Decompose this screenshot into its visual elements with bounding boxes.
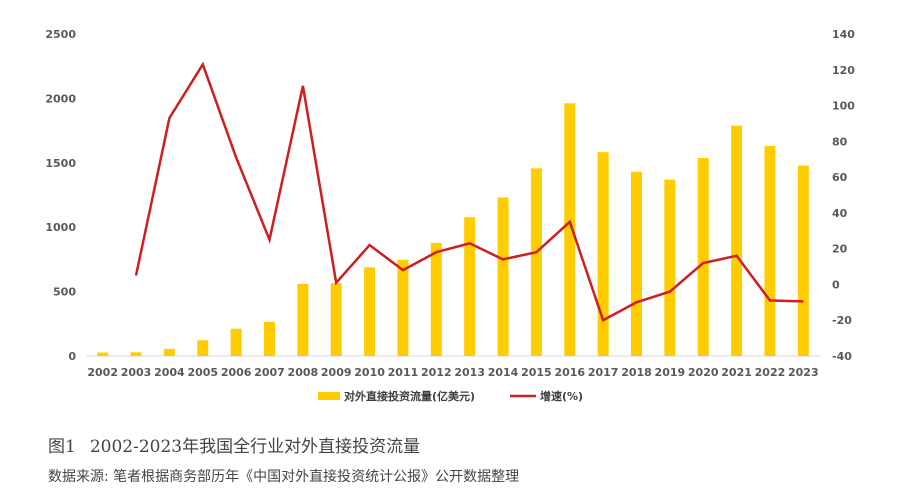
bar (564, 103, 576, 356)
bar (797, 165, 809, 356)
y-right-tick-label: 20 (832, 243, 848, 256)
bar (664, 179, 676, 356)
y-right-tick-label: 60 (832, 171, 848, 184)
bar (163, 348, 175, 356)
y-right-tick-label: 40 (832, 207, 848, 220)
chart: 0 500 1000 1500 2000 2500 -40 -20 0 20 40 60 80 100 12… (45, 28, 855, 403)
growth-line (134, 61, 804, 322)
bar (130, 352, 142, 356)
x-tick-label: 2007 (254, 366, 285, 379)
y-right-tick-label: 0 (832, 278, 840, 291)
x-tick-label: 2016 (554, 366, 585, 379)
x-tick-label: 2019 (655, 366, 686, 379)
x-tick-label: 2018 (621, 366, 652, 379)
y-right-tick-label: 100 (832, 100, 855, 113)
x-tick-label: 2012 (421, 366, 452, 379)
y-right-tick-label: -20 (832, 314, 852, 327)
bar (497, 197, 509, 356)
legend-label: 对外直接投资流量(亿美元) (344, 389, 475, 403)
y-left-tick-label: 500 (53, 286, 76, 299)
bar (731, 125, 743, 356)
figure-number: 图1 (48, 437, 76, 457)
bar (297, 284, 309, 356)
bar (264, 321, 275, 356)
x-tick-label: 2021 (721, 366, 752, 379)
x-tick-label: 2009 (321, 366, 352, 379)
y-right-tick-label: 140 (832, 28, 855, 41)
bar (197, 340, 209, 356)
x-tick-label: 2013 (454, 366, 485, 379)
y-left-tick-label: 2000 (45, 92, 76, 105)
bar (697, 158, 709, 356)
x-tick-label: 2020 (688, 366, 719, 379)
x-tick-label: 2014 (488, 366, 519, 379)
y-right-tick-label: 120 (832, 64, 855, 77)
x-tick-label: 2002 (87, 366, 118, 379)
bar (597, 152, 609, 356)
y-left-tick-label: 1500 (45, 157, 76, 170)
bar (464, 217, 476, 356)
figure-caption: 图1 2002-2023年我国全行业对外直接投资流量 (48, 432, 420, 457)
x-tick-label: 2023 (788, 366, 819, 379)
y-left-tick-label: 1000 (45, 221, 76, 234)
bar (230, 328, 242, 356)
x-tick-label: 2022 (755, 366, 786, 379)
x-tick-label: 2005 (187, 366, 218, 379)
bar (631, 171, 642, 356)
x-tick-label: 2015 (521, 366, 552, 379)
bar (764, 145, 776, 356)
x-tick-label: 2003 (121, 366, 152, 379)
bar (330, 283, 342, 356)
x-tick-label: 2006 (221, 366, 252, 379)
bar (397, 259, 409, 356)
x-tick-label: 2010 (354, 366, 385, 379)
legend-bar-swatch (318, 392, 340, 400)
y-left-tick-label: 2500 (45, 28, 76, 41)
legend-label: 增速(%) (540, 389, 583, 403)
bar (97, 352, 109, 356)
bar (364, 267, 376, 356)
bar (430, 242, 442, 356)
source-note: 数据来源: 笔者根据商务部历年《中国对外直接投资统计公报》公开数据整理 (48, 469, 520, 485)
y-right-tick-label: 80 (832, 135, 848, 148)
y-right-tick-label: -40 (832, 350, 852, 363)
x-tick-label: 2011 (388, 366, 419, 379)
bar (530, 168, 542, 356)
x-tick-label: 2004 (154, 366, 185, 379)
x-tick-label: 2017 (588, 366, 619, 379)
x-tick-label: 2008 (288, 366, 319, 379)
y-left-tick-label: 0 (68, 350, 76, 363)
figure-title: 2002-2023年我国全行业对外直接投资流量 (89, 437, 421, 457)
